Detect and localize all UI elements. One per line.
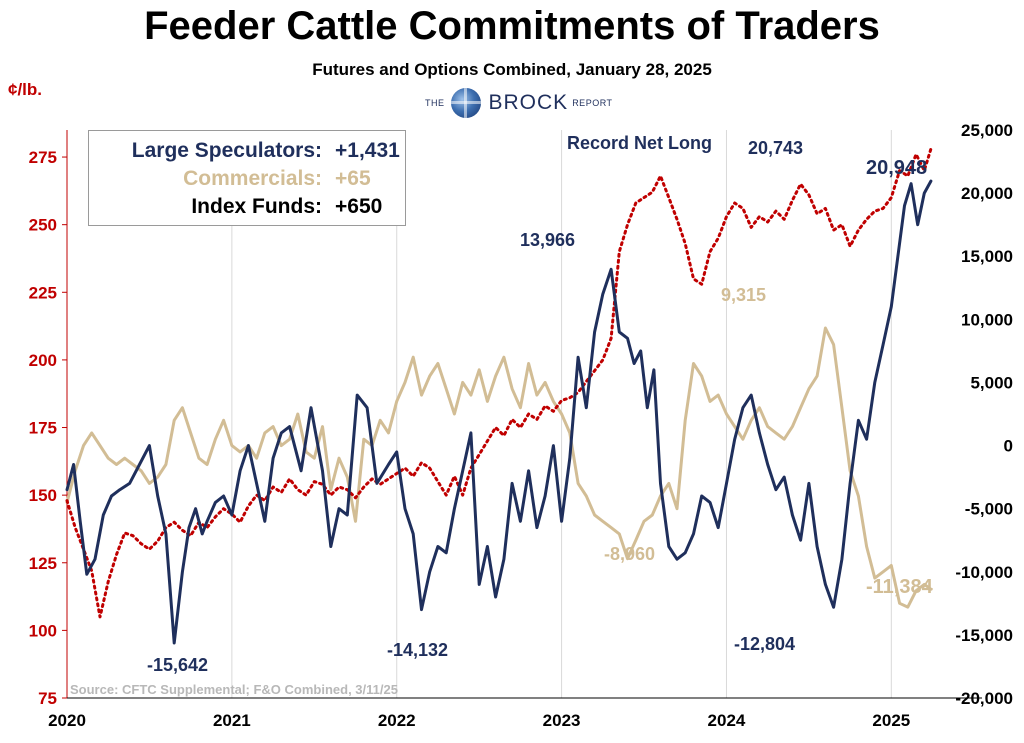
globe-icon xyxy=(450,88,481,118)
x-tick-label: 2024 xyxy=(708,711,746,730)
spec-low-2022: -14,132 xyxy=(387,640,449,660)
series-line-large-speculators xyxy=(65,179,933,645)
left-axis-ticks: 75 100 125 150 175 200 225 250 275 xyxy=(29,148,67,708)
legend-value: +650 xyxy=(335,195,383,218)
right-axis-ticks: -20,000 -15,000 -10,000 -5,000 0 5,000 10,000 1… xyxy=(955,121,1013,708)
legend-label: Large Speculators: xyxy=(131,139,322,162)
logo-name: BROCK xyxy=(488,91,569,114)
chart-subtitle: Futures and Options Combined, January 28… xyxy=(312,60,712,79)
x-tick-label: 2022 xyxy=(378,711,416,730)
legend-label: Index Funds: xyxy=(191,195,322,218)
left-axis-unit: ¢/lb. xyxy=(8,80,43,99)
right-tick-label: -10,000 xyxy=(955,563,1013,582)
x-tick-label: 2021 xyxy=(213,711,251,730)
commercial-low-2023: -8,960 xyxy=(604,544,656,564)
right-tick-label: -20,000 xyxy=(955,689,1013,708)
spec-low-2024: -12,804 xyxy=(734,634,796,654)
left-tick-label: 250 xyxy=(29,216,57,235)
x-tick-label: 2023 xyxy=(543,711,581,730)
commercial-high-2024: 9,315 xyxy=(721,285,767,305)
left-tick-label: 275 xyxy=(29,148,57,167)
logo-prefix: THE xyxy=(425,98,445,108)
left-tick-label: 125 xyxy=(29,554,57,573)
record-net-long-label: Record Net Long xyxy=(567,133,713,153)
legend: Large Speculators: +1,431 Commercials: +… xyxy=(88,130,406,226)
left-tick-label: 100 xyxy=(29,621,57,640)
legend-value: +65 xyxy=(335,167,371,190)
right-tick-label: 10,000 xyxy=(961,310,1013,329)
x-tick-label: 2025 xyxy=(872,711,910,730)
left-tick-label: 150 xyxy=(29,486,57,505)
series-lines xyxy=(65,147,933,645)
legend-label: Commercials: xyxy=(183,167,322,190)
record-net-long-value: 20,743 xyxy=(748,138,804,158)
left-tick-label: 200 xyxy=(29,351,57,370)
x-tick-label: 2020 xyxy=(48,711,86,730)
brock-report-logo: THE BROCK REPORT xyxy=(425,86,613,120)
spec-high-2023: 13,966 xyxy=(520,230,576,250)
right-tick-label: -15,000 xyxy=(955,626,1013,645)
x-axis-ticks: 2020 2021 2022 2023 2024 2025 xyxy=(48,711,910,730)
legend-value: +1,431 xyxy=(335,139,400,162)
left-tick-label: 225 xyxy=(29,283,57,302)
right-tick-label: 5,000 xyxy=(970,373,1013,392)
left-tick-label: 75 xyxy=(38,689,57,708)
last-commercial-value: -11,384 xyxy=(866,576,933,598)
right-tick-label: 20,000 xyxy=(961,184,1013,203)
right-tick-label: -5,000 xyxy=(965,500,1013,519)
source-note: Source: CFTC Supplemental; F&O Combined,… xyxy=(70,682,398,697)
series-line-index-funds xyxy=(65,147,933,619)
series-line-commercials xyxy=(65,326,933,609)
last-spec-value: 20,948 xyxy=(866,157,928,179)
right-tick-label: 0 xyxy=(1004,437,1013,456)
left-tick-label: 175 xyxy=(29,419,57,438)
right-tick-label: 25,000 xyxy=(961,121,1013,140)
logo-suffix: REPORT xyxy=(572,98,613,108)
spec-low-2020: -15,642 xyxy=(147,655,209,675)
chart-title: Feeder Cattle Commitments of Traders xyxy=(144,4,880,48)
right-tick-label: 15,000 xyxy=(961,247,1013,266)
